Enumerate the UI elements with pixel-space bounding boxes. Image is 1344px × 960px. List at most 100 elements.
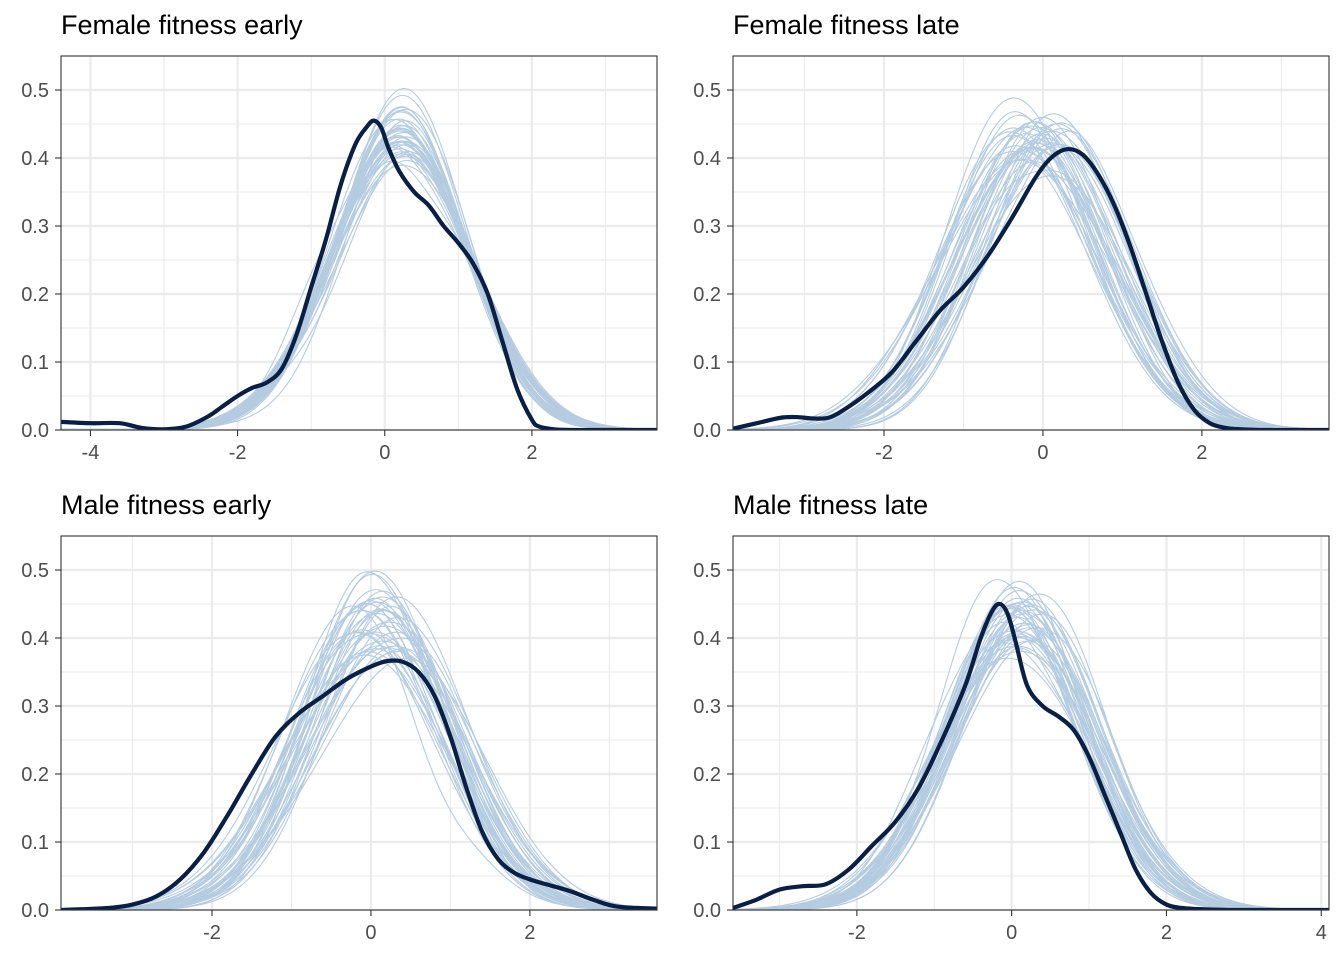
replicate-density-line [733, 138, 1325, 430]
replicate-density-line [733, 609, 1328, 910]
replicate-density-line [733, 116, 1325, 430]
replicate-density-line [733, 130, 1325, 430]
y-tick-label: 0.5 [693, 80, 721, 102]
replicate-density-line [733, 150, 1325, 430]
x-tick-label: -2 [875, 442, 893, 464]
observed-series [733, 146, 1329, 430]
replicate-density-line [61, 605, 653, 910]
replicate-density-line [61, 651, 653, 910]
plot-area: 0.0 0.1 0.2 0.3 0.4 0.5 -2 0 2 [693, 55, 1330, 464]
replicate-density-line [61, 571, 653, 910]
replicate-density-line [61, 610, 653, 910]
observed-density-line [61, 118, 657, 430]
replicate-density-line [733, 616, 1328, 910]
plot-area: 0.0 0.1 0.2 0.3 0.4 0.5 -2 0 2 [21, 535, 658, 944]
replicate-density-line [61, 164, 656, 430]
plot-area: 0.0 0.1 0.2 0.3 0.4 0.5 -2 0 2 4 [693, 535, 1330, 944]
panel-title: Female fitness early [61, 10, 303, 40]
replicate-density-line [733, 135, 1325, 430]
panel-female-fitness-early: Female fitness early 0.0 0.1 0.2 0.3 0.4 0.5 -… [21, 10, 658, 464]
replicate-density-line [733, 640, 1328, 910]
replicate-density-line [61, 657, 653, 910]
y-tick-label: 0.0 [21, 420, 49, 442]
panel-male-fitness-late: Male fitness late 0.0 0.1 0.2 0.3 0.4 0.5 -2 0 2… [693, 490, 1330, 944]
replicate-density-line [61, 654, 653, 910]
y-tick-label: 0.5 [21, 80, 49, 102]
replicate-density-line [733, 627, 1328, 910]
replicate-series [61, 88, 656, 430]
replicate-density-line [61, 111, 656, 430]
replicate-density-line [733, 607, 1328, 910]
replicate-density-line [733, 604, 1328, 910]
replicate-density-line [733, 580, 1328, 910]
replicate-density-line [61, 602, 653, 910]
replicate-density-line [61, 616, 653, 910]
replicate-density-line [61, 645, 653, 910]
panel-border [60, 55, 658, 431]
replicate-density-line [733, 137, 1325, 430]
replicate-density-line [733, 621, 1328, 910]
replicate-density-line [61, 625, 653, 910]
x-tick-label: -4 [82, 442, 100, 464]
x-tick-label: 0 [365, 922, 376, 944]
y-tick-label: 0.1 [693, 352, 721, 374]
replicate-density-line [61, 609, 653, 910]
panel-title: Male fitness late [733, 490, 928, 520]
panel-title: Male fitness early [61, 490, 272, 520]
replicate-density-line [733, 614, 1328, 910]
y-tick-label: 0.4 [693, 148, 721, 170]
y-tick-label: 0.0 [21, 900, 49, 922]
replicate-density-line [733, 598, 1328, 910]
replicate-density-line [61, 120, 656, 430]
replicate-density-line [733, 622, 1328, 910]
replicate-density-line [61, 650, 653, 910]
replicate-series [733, 97, 1325, 430]
replicate-density-line [733, 126, 1325, 430]
x-tick-label: 2 [1196, 442, 1207, 464]
panel-border [732, 535, 1330, 911]
replicate-density-line [61, 647, 653, 910]
replicate-density-line [733, 121, 1325, 430]
replicate-density-line [61, 605, 653, 910]
replicate-density-line [61, 645, 653, 910]
x-tick-label: -2 [229, 442, 247, 464]
x-tick-label: -2 [203, 922, 221, 944]
replicate-density-line [61, 94, 656, 430]
y-tick-label: 0.1 [21, 352, 49, 374]
replicate-density-line [61, 118, 656, 430]
panel-border [732, 55, 1330, 431]
x-tick-label: 2 [526, 442, 537, 464]
replicate-series [61, 570, 653, 910]
y-tick-label: 0.3 [21, 216, 49, 238]
panel-title: Female fitness late [733, 10, 960, 40]
replicate-density-line [61, 648, 653, 910]
replicate-density-line [733, 593, 1328, 910]
y-tick-label: 0.3 [693, 216, 721, 238]
replicate-density-line [733, 126, 1325, 430]
x-tick-label: 4 [1316, 922, 1327, 944]
y-tick-label: 0.2 [693, 284, 721, 306]
panel-border [60, 535, 658, 911]
replicate-density-line [733, 607, 1328, 910]
observed-density-line [733, 601, 1329, 910]
x-tick-label: 0 [379, 442, 390, 464]
replicate-density-line [733, 605, 1328, 910]
replicate-density-line [61, 603, 653, 910]
panel-female-fitness-late: Female fitness late 0.0 0.1 0.2 0.3 0.4 0.5 -2… [693, 10, 1330, 464]
plot-area: 0.0 0.1 0.2 0.3 0.4 0.5 -4 -2 0 2 [21, 55, 658, 464]
replicate-density-line [733, 132, 1325, 430]
replicate-density-line [733, 133, 1325, 430]
replicate-density-line [733, 635, 1328, 910]
replicate-series [733, 579, 1328, 910]
replicate-density-line [733, 609, 1328, 910]
replicate-density-line [733, 175, 1325, 430]
replicate-density-line [733, 113, 1325, 430]
y-tick-label: 0.2 [21, 284, 49, 306]
replicate-density-line [733, 645, 1328, 910]
replicate-density-line [61, 609, 653, 910]
observed-series [733, 601, 1329, 910]
replicate-density-line [61, 106, 656, 430]
replicate-density-line [733, 646, 1328, 910]
replicate-density-line [61, 612, 653, 910]
